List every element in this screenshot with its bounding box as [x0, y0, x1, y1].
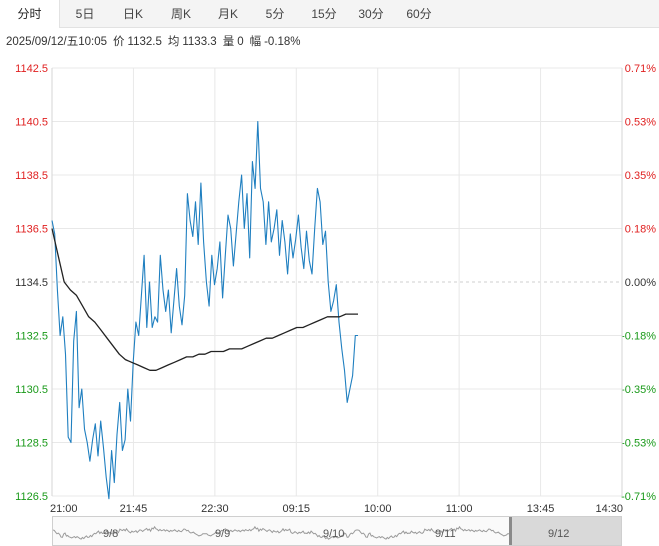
tab-60min[interactable]: 60分: [406, 6, 432, 21]
time-tick-label: 10:00: [364, 503, 392, 515]
navigator-selection[interactable]: [509, 517, 621, 545]
price-tick-label: 1140.5: [15, 117, 48, 129]
pct-tick-label: 0.53%: [625, 117, 656, 129]
pct-tick-label: 0.18%: [625, 224, 656, 236]
tab-5min[interactable]: 5分: [265, 6, 285, 21]
volume-label: 量: [222, 36, 235, 48]
change-value: -0.18%: [264, 36, 301, 48]
average-line: [51, 228, 358, 371]
change-label: 幅: [249, 36, 262, 48]
avg-value: 1133.3: [182, 36, 217, 48]
price-tick-label: 1128.5: [15, 438, 48, 450]
time-navigator[interactable]: 9/8 9/9 9/10 9/11 9/12: [52, 516, 622, 546]
price-value: 1132.5: [127, 36, 162, 48]
tab-intraday[interactable]: 分时: [0, 0, 60, 28]
price-tick-label: 1142.5: [15, 63, 48, 75]
navigator-line: [53, 525, 509, 540]
tab-weekly-k[interactable]: 周K: [170, 6, 191, 21]
price-tick-label: 1132.5: [15, 331, 48, 343]
nav-date-label: 9/9: [215, 528, 231, 540]
time-tick-label: 11:00: [446, 503, 473, 515]
navigator-sparkline: [53, 525, 509, 540]
time-tick-label: 13:45: [527, 503, 555, 515]
quote-datetime: 2025/09/12/五10:05: [6, 36, 108, 48]
nav-date-label: 9/8: [103, 528, 119, 540]
price-tick-label: 1126.5: [15, 491, 48, 503]
pct-tick-label: 0.71%: [625, 63, 656, 75]
price-tick-label: 1130.5: [15, 384, 48, 396]
intraday-chart[interactable]: 1142.5 0.71% 1140.5 0.53% 1138.5 0.35% 1136.5 0…: [0, 0, 659, 516]
pct-tick-label: -0.18%: [621, 331, 656, 343]
time-tick-label: 14:30: [595, 503, 623, 515]
pct-tick-label: -0.35%: [621, 384, 656, 396]
quote-info-bar: 2025/09/12/五10:05 价 1132.5 均 1133.3 量 0 幅 -0.18%: [6, 33, 307, 49]
nav-date-label: 9/11: [435, 528, 456, 540]
tab-30min[interactable]: 30分: [358, 6, 384, 21]
pct-tick-label: -0.53%: [621, 438, 656, 450]
price-tick-label: 1136.5: [15, 224, 48, 236]
pct-tick-label: 0.35%: [625, 170, 656, 182]
tab-5day[interactable]: 5日: [75, 6, 95, 21]
tab-15min[interactable]: 15分: [311, 6, 337, 21]
time-tick-label: 22:30: [201, 503, 229, 515]
time-tick-label: 21:00: [50, 503, 78, 515]
time-tick-label: 09:15: [283, 503, 311, 515]
price-label: 价: [113, 36, 125, 48]
volume-value: 0: [237, 36, 244, 48]
nav-date-label: 9/12: [548, 528, 570, 540]
pct-tick-label: -0.71%: [621, 491, 656, 503]
nav-date-label: 9/10: [323, 528, 345, 540]
period-tab-bar: 分时 5日 日K 周K 月K 5分 15分 30分 60分: [0, 0, 659, 28]
price-tick-label: 1134.5: [15, 277, 48, 289]
price-line: [51, 120, 358, 500]
tab-daily-k[interactable]: 日K: [122, 6, 143, 21]
tab-monthly-k[interactable]: 月K: [217, 6, 238, 21]
avg-label: 均: [167, 36, 180, 48]
pct-tick-label: 0.00%: [625, 277, 656, 289]
time-tick-label: 21:45: [120, 503, 148, 515]
price-tick-label: 1138.5: [15, 170, 48, 182]
